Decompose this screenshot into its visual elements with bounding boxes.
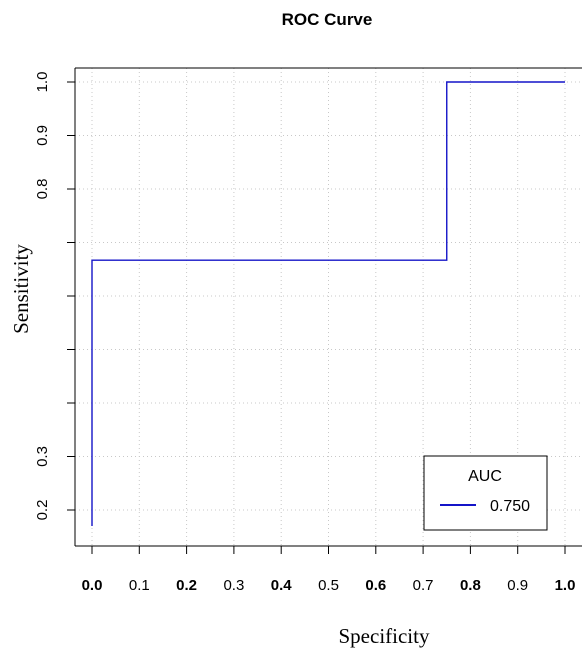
x-tick-label: 0.9 [507,577,528,594]
x-tick-label: 1.0 [555,577,576,594]
y-tick-label: 0.2 [34,500,51,521]
roc-series-line [91,81,565,527]
x-axis-title: Specificity [339,624,430,648]
x-tick-label: 0.2 [176,577,197,594]
legend: AUC 0.750 [423,455,548,531]
x-tick-label: 0.4 [271,577,293,594]
y-axis-title: Sensitivity [9,244,33,334]
x-tick-label: 0.8 [460,577,481,594]
x-tick-label: 0.5 [318,577,339,594]
x-tick-label: 0.6 [365,577,386,594]
y-axis-ticks: 0.2 0.3 0.8 0.9 1.0 [34,72,75,521]
x-axis-ticks: 0.0 0.1 0.2 0.3 0.4 0.5 0.6 0.7 0.8 0.9 1.0 [82,546,576,594]
legend-entry-label: 0.750 [490,498,530,515]
grid [75,68,582,546]
y-tick-label: 1.0 [34,72,51,93]
legend-title: AUC [468,468,502,485]
x-tick-label: 0.3 [223,577,244,594]
x-tick-label: 0.0 [82,577,103,594]
y-tick-label: 0.8 [34,179,51,200]
chart-title: ROC Curve [282,10,373,29]
x-tick-label: 0.7 [413,577,434,594]
legend-box [423,455,548,531]
y-tick-label: 0.9 [34,125,51,146]
y-tick-label: 0.3 [34,446,51,467]
x-tick-label: 0.1 [129,577,150,594]
